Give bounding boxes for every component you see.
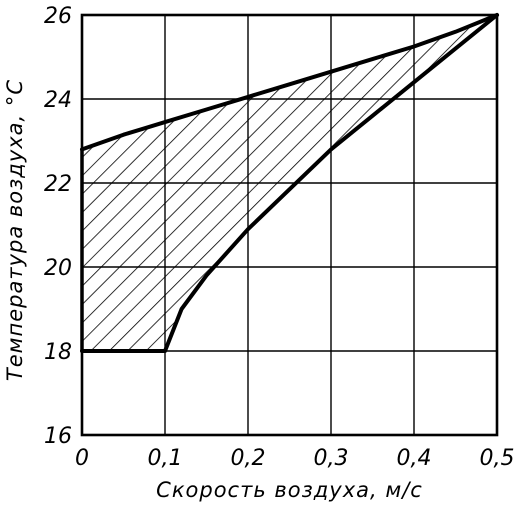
x-tick-label: 0 [75,446,89,471]
upper-boundary-line [80,13,499,152]
y-tick-label: 26 [44,4,72,29]
y-tick-label: 24 [44,88,72,113]
lower-boundary-line [80,13,499,353]
x-tick-label: 0,3 [314,446,349,471]
y-tick-labels: 16 18 20 22 24 26 [44,4,72,449]
x-tick-label: 0,5 [480,446,515,471]
y-tick-label: 22 [44,172,72,197]
x-tick-label: 0,4 [397,446,432,471]
x-tick-label: 0,1 [148,446,183,471]
y-tick-label: 16 [44,424,72,449]
x-tick-labels: 0 0,1 0,2 0,3 0,4 0,5 [75,446,515,471]
y-tick-label: 20 [44,256,72,281]
x-tick-label: 0,2 [231,446,266,471]
y-tick-label: 18 [44,340,72,365]
plot-border [80,13,499,437]
plot-frame [80,13,499,437]
y-axis-title: Температура воздуха, °С [3,79,27,381]
x-axis-title: Скорость воздуха, м/с [156,478,423,502]
feasible-region [80,13,499,353]
